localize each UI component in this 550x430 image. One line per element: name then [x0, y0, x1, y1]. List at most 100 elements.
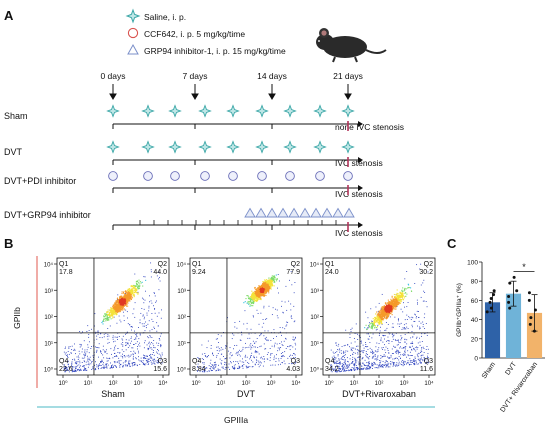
flow-event	[351, 327, 353, 329]
flow-event	[236, 327, 238, 329]
flow-event	[208, 370, 210, 372]
flow-event	[335, 371, 337, 373]
flow-event	[113, 361, 115, 363]
star-icon	[106, 140, 120, 154]
flow-event	[154, 312, 156, 314]
flow-event	[420, 362, 422, 364]
flow-event	[239, 339, 241, 341]
flow-event	[107, 342, 109, 344]
flow-event	[77, 355, 79, 357]
flow-event	[428, 362, 430, 364]
flow-event	[130, 336, 132, 338]
flow-event	[247, 337, 249, 339]
circle-icon	[285, 171, 295, 181]
flow-event	[125, 296, 128, 298]
flow-event	[91, 369, 93, 370]
flow-event	[262, 283, 264, 285]
flow-event	[123, 300, 125, 302]
x-tick-label: 10²	[109, 381, 118, 387]
flow-event	[120, 343, 122, 345]
flow-event	[104, 351, 106, 353]
flow-event	[239, 360, 241, 362]
flow-event	[237, 351, 239, 353]
flow-event	[83, 369, 85, 371]
flow-event	[358, 334, 360, 336]
flow-event	[100, 333, 102, 335]
flow-event	[109, 316, 111, 318]
flow-event	[124, 302, 126, 304]
flow-event	[404, 353, 406, 355]
flow-event	[335, 352, 336, 354]
flow-event	[86, 330, 88, 332]
flow-event	[406, 339, 408, 341]
flow-event	[121, 304, 123, 306]
flow-event	[72, 369, 73, 371]
flow-event	[393, 364, 395, 366]
flow-event	[376, 359, 378, 361]
flow-event	[427, 271, 429, 273]
flow-event	[256, 293, 258, 295]
flow-event	[154, 347, 156, 349]
flow-event	[342, 363, 344, 365]
flow-event	[260, 295, 262, 297]
flow-event	[263, 335, 265, 337]
flow-event	[417, 303, 418, 305]
flow-event	[129, 324, 131, 326]
flow-event	[406, 343, 408, 345]
flow-event	[117, 309, 119, 312]
flow-event	[355, 369, 357, 371]
flow-event	[344, 368, 345, 370]
flow-event	[149, 357, 151, 359]
flow-event	[343, 370, 345, 372]
flow-event	[120, 304, 123, 306]
flow-event	[333, 369, 335, 371]
flow-event	[377, 359, 379, 361]
flow-event	[422, 354, 424, 356]
flow-event	[254, 357, 255, 359]
flow-event	[208, 365, 210, 367]
flow-event	[273, 285, 275, 287]
flow-event	[222, 366, 224, 368]
flow-event	[333, 352, 335, 354]
flow-event	[108, 317, 110, 319]
flow-event	[111, 353, 112, 355]
flow-event	[253, 346, 255, 348]
flow-event	[91, 328, 92, 330]
flow-event	[160, 354, 162, 356]
flow-event	[149, 347, 151, 349]
flow-event	[376, 357, 378, 359]
flow-event	[251, 301, 253, 303]
flow-event	[236, 344, 238, 346]
flow-event	[393, 345, 394, 347]
flow-event	[136, 292, 138, 294]
flow-event	[248, 298, 250, 300]
flow-event	[335, 357, 337, 359]
flow-event	[407, 331, 409, 333]
flow-event	[250, 355, 251, 357]
flow-event	[231, 338, 233, 340]
triangle-icon	[321, 207, 333, 218]
flow-event	[157, 345, 159, 346]
flow-event	[375, 367, 377, 369]
flow-event	[337, 345, 339, 347]
flow-event	[377, 322, 379, 324]
flow-event	[390, 298, 392, 300]
flow-event	[235, 353, 237, 355]
flow-event	[377, 356, 379, 358]
flow-event	[125, 298, 128, 300]
flow-event	[404, 341, 406, 343]
flow-event	[385, 364, 387, 366]
flow-event	[119, 302, 121, 304]
flow-event	[108, 313, 110, 315]
flow-event	[68, 365, 70, 367]
flow-event	[261, 289, 264, 291]
flow-event	[395, 357, 397, 359]
flow-event	[415, 347, 417, 348]
flow-event	[335, 362, 337, 364]
flow-event	[369, 366, 370, 368]
flow-event	[150, 262, 152, 264]
flow-event	[369, 368, 371, 370]
flow-event	[347, 350, 349, 352]
flow-event	[87, 363, 89, 365]
flow-event	[122, 364, 124, 366]
